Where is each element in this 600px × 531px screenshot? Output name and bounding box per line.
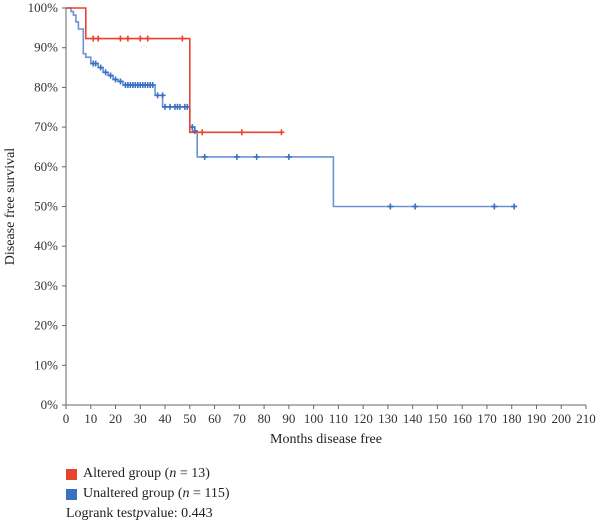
censor-mark-unaltered (112, 76, 119, 83)
censor-mark-altered (95, 35, 102, 42)
x-tick-label: 150 (428, 411, 448, 426)
x-tick-label: 100 (304, 411, 324, 426)
x-tick-label: 90 (282, 411, 295, 426)
x-tick-label: 50 (183, 411, 196, 426)
censor-mark-unaltered (149, 82, 156, 89)
x-tick-label: 30 (134, 411, 147, 426)
y-tick-label: 80% (34, 79, 58, 94)
y-tick-label: 20% (34, 318, 58, 333)
x-tick-label: 160 (452, 411, 472, 426)
x-tick-label: 120 (353, 411, 373, 426)
x-tick-label: 70 (233, 411, 246, 426)
censor-mark-unaltered (491, 203, 498, 210)
y-tick-label: 10% (34, 357, 58, 372)
x-tick-label: 170 (477, 411, 497, 426)
y-tick-label: 100% (28, 0, 59, 15)
censor-mark-altered (199, 129, 206, 136)
censor-mark-unaltered (92, 60, 99, 67)
y-tick-label: 60% (34, 159, 58, 174)
x-axis-label: Months disease free (270, 432, 382, 447)
legend-label-altered: Altered group (n = 13) (83, 466, 210, 481)
censor-mark-unaltered (97, 64, 104, 71)
y-axis-label: Disease free survival (3, 148, 18, 266)
censor-mark-altered (144, 35, 151, 42)
censor-mark-unaltered (107, 72, 114, 79)
censor-mark-unaltered (511, 203, 518, 210)
censor-mark-altered (238, 129, 245, 136)
censor-mark-altered (278, 129, 285, 136)
censor-mark-unaltered (387, 203, 394, 210)
censor-mark-unaltered (159, 92, 166, 99)
y-tick-label: 40% (34, 238, 58, 253)
series-line-altered (66, 7, 282, 134)
x-tick-label: 20 (109, 411, 122, 426)
y-tick-label: 30% (34, 278, 58, 293)
censor-mark-unaltered (201, 153, 208, 160)
series-line-unaltered (66, 7, 515, 208)
censor-mark-unaltered (233, 153, 240, 160)
censor-mark-altered (137, 35, 144, 42)
x-tick-label: 130 (378, 411, 398, 426)
y-tick-label: 70% (34, 119, 58, 134)
y-tick-label: 90% (34, 40, 58, 55)
x-tick-label: 60 (208, 411, 221, 426)
x-tick-label: 80 (258, 411, 271, 426)
legend-swatch-unaltered (66, 488, 77, 500)
legend-swatch-altered (66, 468, 77, 480)
x-tick-label: 40 (159, 411, 172, 426)
legend: Altered group (n = 13) Unaltered group (… (66, 464, 230, 524)
x-tick-label: 0 (63, 411, 70, 426)
censor-mark-unaltered (253, 153, 260, 160)
logrank-text: Logrank test p value: 0.443 (66, 506, 213, 521)
legend-item-altered: Altered group (n = 13) (66, 464, 230, 484)
x-tick-label: 140 (403, 411, 423, 426)
censor-mark-altered (117, 35, 124, 42)
censor-mark-unaltered (117, 78, 124, 85)
axis-ticks: 0 10 20 30 40 50 60 70 80 90 100 110 120 130 140 150 160… (28, 0, 596, 426)
legend-label-unaltered: Unaltered group (n = 115) (83, 486, 230, 501)
x-tick-label: 110 (329, 411, 348, 426)
y-tick-label: 0% (41, 397, 59, 412)
censor-mark-altered (179, 35, 186, 42)
x-tick-label: 200 (551, 411, 571, 426)
x-tick-label: 180 (502, 411, 522, 426)
legend-item-unaltered: Unaltered group (n = 115) (66, 484, 230, 504)
y-tick-label: 50% (34, 199, 58, 214)
censor-mark-altered (124, 35, 131, 42)
x-tick-label: 190 (527, 411, 547, 426)
censor-mark-unaltered (102, 69, 109, 76)
censor-mark-unaltered (285, 153, 292, 160)
x-tick-label: 10 (84, 411, 97, 426)
censor-mark-unaltered (412, 203, 419, 210)
x-tick-label: 210 (576, 411, 596, 426)
plot-area (66, 7, 518, 210)
